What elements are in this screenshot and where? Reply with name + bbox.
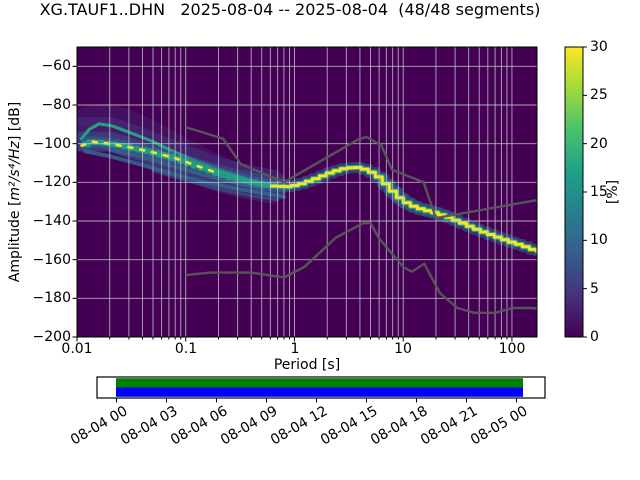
y-tick-label: −140 [32,213,71,229]
coverage-bar-blue [116,387,523,397]
colorbar-tick-label: 0 [590,329,599,345]
noise-model-curves [185,126,537,314]
nhnm-curve [185,126,537,220]
plot-frame [76,46,538,338]
y-tick-label: −160 [32,252,71,268]
colorbar-tick-label: 25 [590,87,608,103]
colorbar-tick-label: 10 [590,232,608,248]
y-axis-label: Amplitude [m²/s⁴/Hz] [dB] [7,87,25,297]
x-tick-label: 10 [394,341,412,357]
colorbar [564,46,587,338]
y-tick-label: −200 [32,329,71,345]
y-axis-label-prefix: Amplitude [ [7,200,23,283]
y-tick-label: −180 [32,290,71,306]
y-axis-label-units: m²/s⁴/Hz [7,141,23,201]
x-tick-label: 0.01 [61,341,93,357]
colorbar-tick-label: 20 [590,136,608,152]
y-axis-label-suffix: ] [dB] [7,101,23,142]
x-tick-label: 0.1 [174,341,198,357]
x-axis-label: Period [s] [273,357,341,373]
x-tick-label: 1 [290,341,300,357]
plot-background [77,47,537,337]
y-tick-label: −100 [32,136,71,152]
colorbar-tick-label: 5 [590,281,599,297]
nlnm-curve [185,221,537,314]
plot-title: XG.TAUF1..DHN 2025-08-04 -- 2025-08-04 (… [39,0,541,19]
coverage-bar-green [116,378,523,388]
y-tick-label: −120 [32,174,71,190]
colorbar-unit-label: [%] [605,179,621,205]
colorbar-tick-label: 30 [590,39,608,55]
x-tick-label: 100 [498,341,526,357]
colorbar-tick-label: 15 [590,184,608,200]
coverage-timeline [96,376,546,403]
axis-tick-marks [72,65,513,342]
gridlines [76,47,537,338]
y-tick-label: −60 [41,58,71,74]
y-tick-label: −80 [41,97,71,113]
heat-layer-ridge-yellow-left [80,140,215,173]
